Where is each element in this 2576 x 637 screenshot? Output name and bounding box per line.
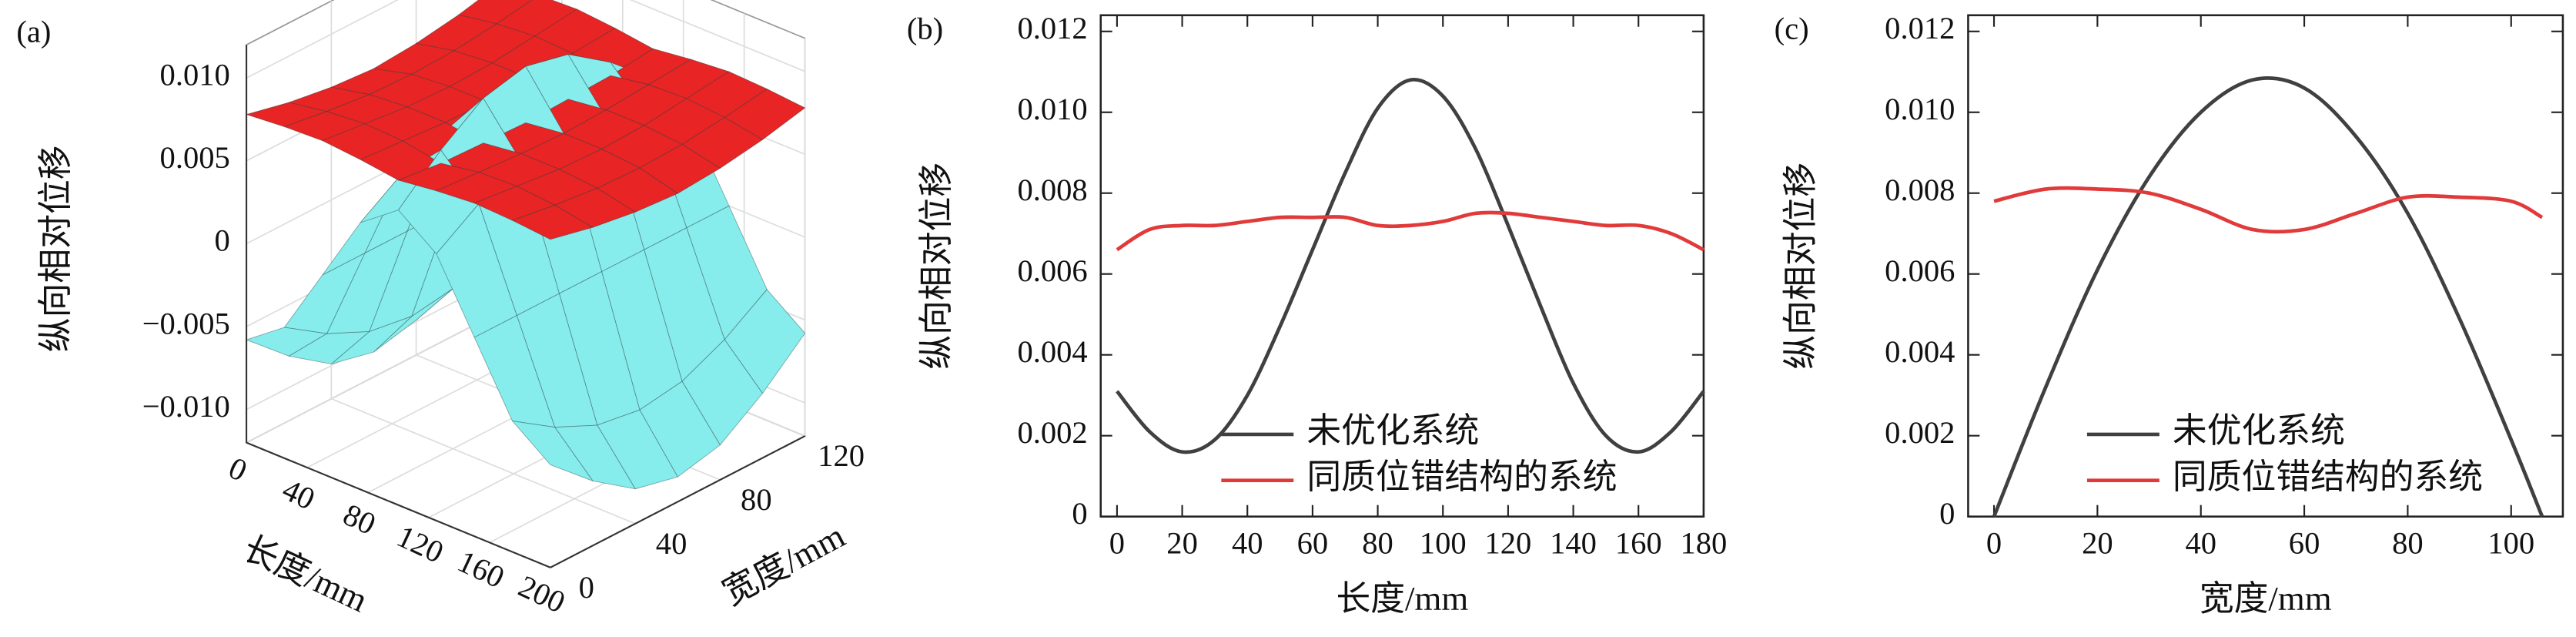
- x-tick-label: 140: [1550, 525, 1597, 560]
- x-tick-label: 160: [1615, 525, 1662, 560]
- series-line: [1993, 186, 2544, 234]
- grid-line: [246, 0, 805, 79]
- x-axis-label: 宽度/mm: [2200, 579, 2332, 618]
- z-tick-label: −0.005: [142, 306, 230, 340]
- z-axis-label: 纵向相对位移: [36, 145, 75, 352]
- x-axis: [246, 441, 551, 568]
- y-tick-label: 80: [741, 482, 772, 517]
- panel-label: (c): [1775, 11, 1809, 45]
- x-tick-label: 40: [1232, 525, 1263, 560]
- x-tick-label: 40: [2185, 525, 2216, 560]
- y-tick-label: 0.002: [1885, 415, 1955, 450]
- x-tick-label: 180: [1680, 525, 1727, 560]
- y-tick-label: 0.004: [1017, 334, 1087, 369]
- y-tick-label: 0.004: [1885, 334, 1955, 369]
- x-tick-label: 80: [338, 497, 381, 541]
- y-tick-label: 40: [656, 526, 687, 561]
- x-axis-label: 长度/mm: [237, 528, 373, 619]
- y-axis-label: 宽度/mm: [716, 516, 851, 612]
- y-tick-label: 0.010: [1885, 92, 1955, 126]
- surface-patch: [511, 420, 594, 482]
- x-tick-label: 200: [514, 568, 570, 619]
- plot-frame: [1967, 14, 2564, 518]
- x-tick-label: 80: [1362, 525, 1393, 560]
- y-tick-label: 0.006: [1017, 253, 1087, 288]
- x-tick-label: 120: [392, 518, 449, 569]
- series-line: [1116, 210, 1705, 252]
- series-line: [1116, 77, 1705, 454]
- y-tick-label: 0.012: [1885, 11, 1955, 45]
- legend-label: 未优化系统: [2173, 411, 2345, 450]
- x-tick-label: 100: [1420, 525, 1467, 560]
- legend-label: 同质位错结构的系统: [2173, 458, 2483, 496]
- y-tick-label: 0.010: [1017, 92, 1087, 126]
- legend-label: 同质位错结构的系统: [1306, 458, 1617, 496]
- x-tick-label: 100: [2487, 525, 2534, 560]
- surface-patch: [511, 204, 594, 240]
- x-tick-label: 80: [2392, 525, 2424, 560]
- x-tick-label: 20: [1166, 525, 1198, 560]
- y-tick-label: 0: [1939, 496, 1955, 531]
- plot-frame: [1099, 14, 1705, 518]
- z-tick-label: 0: [214, 223, 229, 258]
- x-tick-label: 60: [2289, 525, 2320, 560]
- z-tick-label: 0.010: [160, 58, 230, 92]
- y-tick-label: 0.006: [1885, 253, 1955, 288]
- y-tick-label: 0: [1072, 496, 1087, 531]
- y-tick-label: 0.002: [1017, 415, 1087, 450]
- panel-label: (a): [16, 15, 51, 49]
- x-tick-label: 120: [1484, 525, 1531, 560]
- y-axis-label: 纵向相对位移: [1781, 163, 1819, 370]
- y-tick-label: 0.008: [1017, 173, 1087, 207]
- y-axis-label: 纵向相对位移: [917, 163, 955, 370]
- x-tick-label: 0: [223, 451, 252, 488]
- legend-label: 未优化系统: [1306, 411, 1479, 450]
- y-tick-label: 0.008: [1885, 173, 1955, 207]
- panel-label: (b): [907, 11, 943, 45]
- y-tick-label: 0.012: [1017, 11, 1087, 45]
- x-tick-label: 40: [277, 472, 320, 517]
- x-tick-label: 60: [1297, 525, 1329, 560]
- x-tick-label: 0: [1109, 525, 1125, 560]
- y-tick-label: 0: [579, 570, 594, 605]
- series-line: [1992, 76, 2544, 518]
- x-axis-label: 长度/mm: [1336, 579, 1468, 618]
- x-tick-label: 0: [1986, 525, 2002, 560]
- z-tick-label: 0.005: [160, 140, 230, 175]
- z-tick-label: −0.010: [142, 389, 230, 424]
- y-tick-label: 120: [818, 438, 865, 473]
- x-tick-label: 160: [453, 544, 510, 595]
- y-axis: [550, 435, 806, 568]
- x-tick-label: 20: [2082, 525, 2113, 560]
